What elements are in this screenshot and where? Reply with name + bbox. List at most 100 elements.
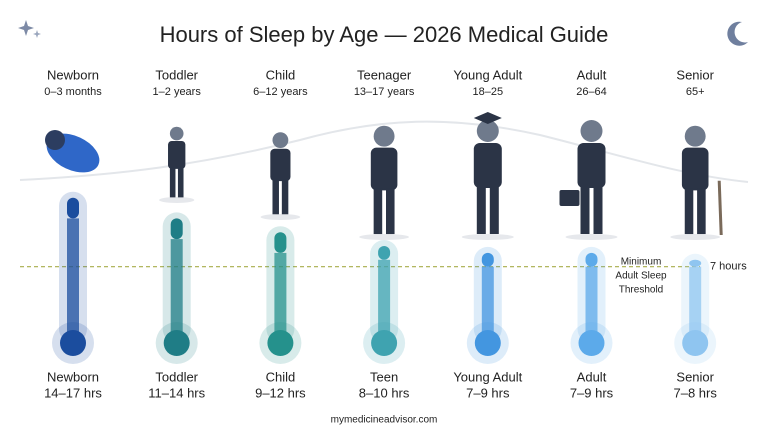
value-label: 7–9 hrs — [570, 385, 614, 400]
person-figure — [260, 132, 301, 220]
torso — [168, 140, 186, 169]
category-label: Adult — [577, 67, 607, 82]
threshold-label: 7 hours — [710, 261, 747, 273]
short-name-label: Toddler — [155, 369, 198, 384]
thermometer-bulb — [682, 330, 709, 356]
source: mymedicineadvisor.com — [331, 415, 438, 426]
short-name-label: Young Adult — [453, 369, 522, 384]
leg — [593, 186, 603, 234]
value-label: 7–9 hrs — [466, 385, 510, 400]
thermometer-range — [274, 232, 287, 253]
torso — [577, 143, 606, 188]
baby-head — [45, 130, 65, 150]
thermometer-tube — [378, 259, 391, 343]
thermometer-bulb — [371, 330, 398, 356]
thermometer-range — [481, 252, 494, 267]
torso — [370, 147, 398, 191]
thermometer-range — [689, 259, 702, 267]
category-label: Toddler — [155, 67, 198, 82]
shadow — [159, 197, 195, 203]
threshold-note: Adult Sleep — [615, 271, 667, 282]
thermometer-tube — [689, 266, 702, 343]
threshold-note: Threshold — [619, 285, 663, 296]
leg — [272, 179, 279, 215]
age-range-label: 26–64 — [576, 86, 607, 98]
leg — [476, 186, 486, 234]
thermometer-tube — [67, 218, 79, 343]
thermometer-bulb — [163, 330, 190, 356]
leg — [684, 188, 694, 235]
moon-icon — [727, 21, 748, 46]
torso — [681, 147, 709, 191]
category-label: Newborn — [47, 67, 99, 82]
value-label: 7–8 hrs — [674, 385, 718, 400]
short-name-label: Teen — [370, 369, 398, 384]
thermometer-range — [585, 252, 598, 267]
person-figure — [45, 130, 100, 173]
value-label: 8–10 hrs — [359, 385, 410, 400]
shadow — [359, 234, 409, 240]
age-range-label: 13–17 years — [354, 86, 415, 98]
thermometer-bulb — [267, 330, 294, 356]
head — [373, 125, 395, 147]
short-name-label: Newborn — [47, 369, 99, 384]
age-range-label: 1–2 years — [153, 86, 202, 98]
head — [169, 126, 184, 141]
person-figure — [159, 126, 195, 203]
thermometer-range — [67, 197, 79, 219]
person-figure — [559, 120, 618, 240]
thermometer-bulb — [60, 330, 86, 356]
short-name-label: Child — [266, 369, 296, 384]
head — [580, 120, 603, 142]
grad-cap — [473, 112, 502, 124]
leg — [580, 186, 590, 234]
leg — [169, 167, 176, 198]
star-icon — [18, 20, 34, 36]
torso — [473, 143, 502, 188]
age-range-label: 0–3 months — [44, 86, 102, 98]
head — [272, 132, 289, 149]
category-label: Teenager — [357, 67, 412, 82]
person-figure — [359, 125, 409, 240]
value-label: 9–12 hrs — [255, 385, 306, 400]
short-name-label: Adult — [577, 369, 607, 384]
thermometer-range — [170, 218, 183, 240]
chart-title: Hours of Sleep by Age — 2026 Medical Gui… — [160, 22, 609, 47]
leg — [281, 179, 289, 215]
age-range-label: 6–12 years — [253, 86, 308, 98]
age-range-label: 65+ — [686, 86, 705, 98]
category-label: Young Adult — [453, 67, 522, 82]
thermometer-bulb — [474, 330, 501, 356]
person-figure — [461, 112, 514, 240]
briefcase — [559, 190, 580, 206]
head — [476, 120, 499, 142]
leg — [697, 188, 706, 235]
value-label: 11–14 hrs — [148, 385, 205, 400]
short-name-label: Senior — [676, 369, 714, 384]
torso — [270, 148, 291, 182]
thermometer-tube — [170, 239, 183, 343]
cane — [717, 180, 723, 236]
thermometer-tube — [274, 252, 287, 343]
head — [684, 125, 706, 147]
category-label: Senior — [676, 67, 714, 82]
shadow — [260, 214, 301, 220]
category-label: Child — [266, 67, 296, 82]
person-figure — [670, 125, 723, 240]
star-icon — [33, 30, 41, 38]
leg — [386, 188, 395, 235]
thermometer-range — [378, 246, 391, 260]
leg — [489, 186, 499, 234]
age-range-label: 18–25 — [473, 86, 504, 98]
threshold-note: Minimum — [621, 257, 662, 268]
thermometer-tube — [585, 266, 598, 343]
leg — [177, 167, 184, 198]
shadow — [670, 234, 721, 240]
value-label: 14–17 hrs — [44, 385, 102, 400]
thermometer-bulb — [578, 330, 605, 356]
decorative-curve — [19, 120, 749, 183]
shadow — [461, 234, 514, 240]
shadow — [565, 234, 618, 240]
